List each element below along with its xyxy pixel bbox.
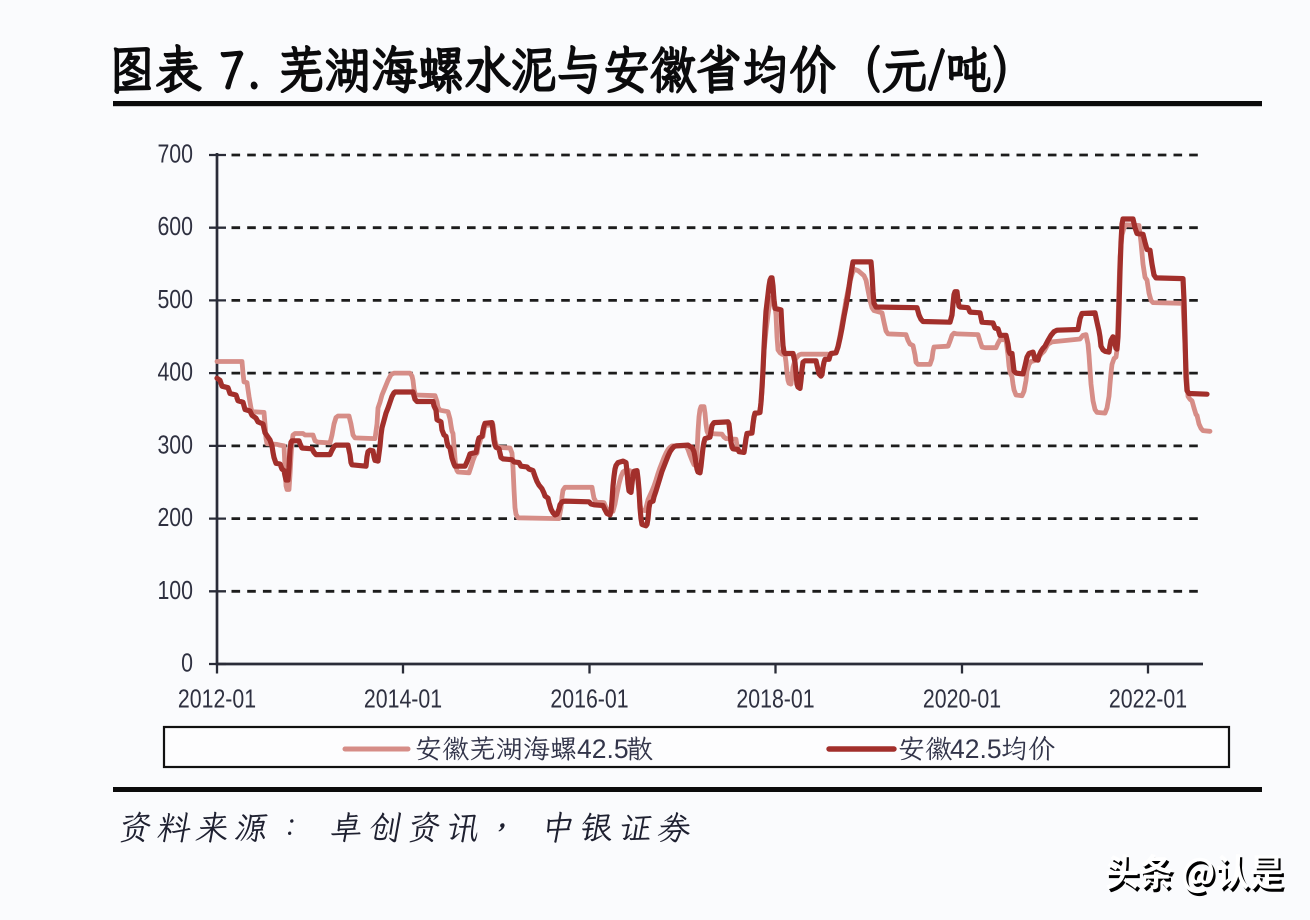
svg-text:100: 100 — [157, 576, 193, 606]
svg-text:400: 400 — [157, 358, 193, 388]
svg-text:500: 500 — [157, 285, 193, 315]
svg-text:2018-01: 2018-01 — [736, 685, 814, 715]
svg-text:42.5: 42.5 — [950, 734, 1002, 764]
svg-text:200: 200 — [157, 503, 193, 533]
svg-text:2014-01: 2014-01 — [364, 685, 442, 715]
svg-text:42.5: 42.5 — [577, 734, 629, 764]
svg-text:2016-01: 2016-01 — [550, 685, 628, 715]
svg-text:2020-01: 2020-01 — [923, 685, 1001, 715]
svg-text:600: 600 — [157, 212, 193, 242]
svg-text:2012-01: 2012-01 — [178, 685, 256, 715]
svg-text:700: 700 — [157, 140, 193, 170]
svg-text:300: 300 — [157, 430, 193, 460]
svg-text:0: 0 — [181, 649, 193, 679]
svg-text:2022-01: 2022-01 — [1109, 685, 1187, 715]
